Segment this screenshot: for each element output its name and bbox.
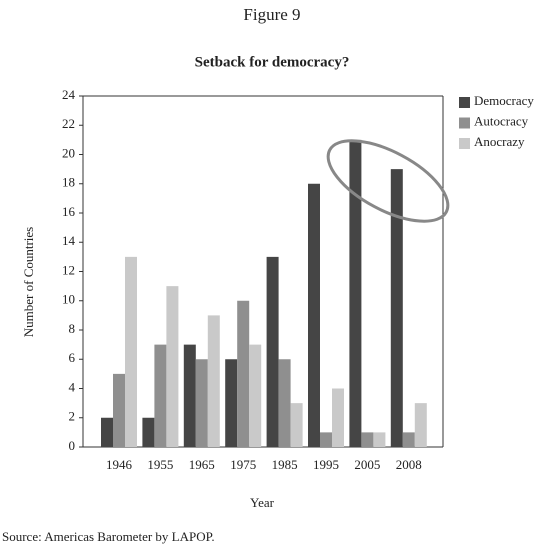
bar [183, 344, 196, 447]
bar [142, 417, 155, 447]
bar [266, 256, 279, 447]
chart-title: Setback for democracy? [195, 54, 350, 70]
figure-heading: Figure 9 [243, 5, 300, 24]
bar [249, 344, 262, 447]
legend-label: Autocracy [474, 113, 529, 128]
y-tick-label: 22 [62, 116, 75, 131]
bar [332, 388, 344, 447]
x-tick-label: 1955 [147, 457, 173, 472]
bar [390, 169, 403, 447]
x-tick-label: 1946 [106, 457, 133, 472]
y-tick-label: 10 [62, 292, 75, 307]
legend-swatch [459, 117, 470, 129]
bar [225, 359, 238, 447]
y-tick-label: 2 [69, 409, 76, 424]
x-tick-label: 1965 [189, 457, 215, 472]
y-tick-label: 18 [62, 175, 75, 190]
bar [414, 403, 427, 447]
legend-swatch [459, 138, 470, 149]
x-tick-label: 2008 [396, 457, 422, 472]
bar [125, 256, 137, 447]
bar [113, 373, 125, 447]
legend-swatch [459, 97, 470, 108]
y-tick-label: 8 [69, 321, 76, 336]
bar [154, 344, 167, 447]
bar [361, 432, 374, 447]
bar [207, 315, 220, 447]
bar [373, 432, 386, 447]
y-tick-label: 20 [62, 145, 75, 160]
legend-label: Anocrazy [474, 134, 525, 149]
bar [237, 300, 250, 447]
x-tick-label: 1985 [272, 457, 298, 472]
bar [402, 432, 415, 447]
bar [166, 286, 179, 447]
bar [308, 183, 320, 447]
bar [195, 359, 208, 447]
y-tick-label: 14 [62, 233, 76, 248]
y-tick-label: 4 [69, 379, 76, 394]
y-tick-label: 12 [62, 262, 75, 277]
x-tick-label: 2005 [354, 457, 380, 472]
bar [320, 432, 332, 447]
x-axis-label: Year [250, 495, 275, 510]
bar [101, 417, 113, 447]
y-axis-label: Number of Countries [21, 227, 36, 337]
legend-label: Democracy [474, 93, 534, 108]
y-tick-label: 6 [69, 350, 76, 365]
x-tick-label: 1975 [230, 457, 256, 472]
y-tick-label: 16 [62, 204, 76, 219]
y-tick-label: 24 [62, 87, 76, 102]
y-tick-label: 0 [69, 438, 76, 453]
bar [349, 139, 362, 447]
bar [290, 403, 303, 447]
source-note: Source: Americas Barometer by LAPOP. [2, 529, 215, 544]
highlight-ellipse [326, 139, 450, 223]
bar [278, 359, 291, 447]
x-tick-label: 1995 [313, 457, 339, 472]
